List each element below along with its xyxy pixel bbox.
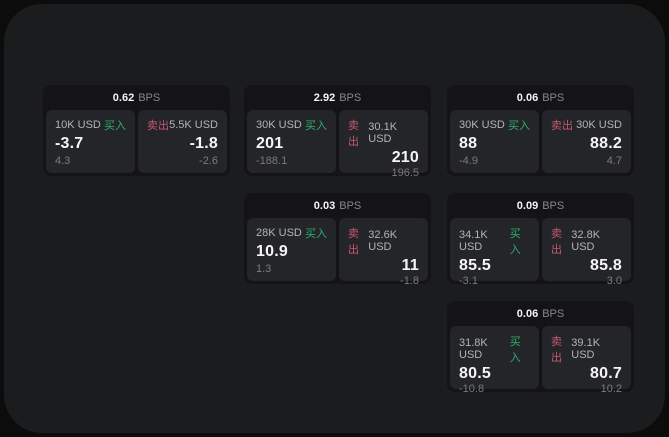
bps-unit-label: BPS [138, 91, 161, 104]
bps-value: 0.06 [516, 91, 539, 104]
sell-label: 卖出 [551, 120, 573, 132]
buy-price: -3.7 [55, 135, 84, 152]
bps-header: 0.03 BPS [244, 193, 431, 218]
sell-delta: -2.6 [199, 155, 218, 167]
buy-quote-button[interactable]: 30K USD 买入 88 -4.9 [450, 110, 539, 173]
bps-header: 2.92 BPS [244, 85, 431, 110]
quote-card-2: 0.06 BPS 30K USD 买入 88 -4.9 卖出 30K USD 8… [447, 85, 634, 176]
buy-price: 201 [256, 135, 284, 152]
buy-price: 10.9 [256, 243, 288, 260]
quote-card-4: 0.09 BPS 34.1K USD 买入 85.5 -3.1 卖出 32.8K… [447, 193, 634, 284]
bps-unit-label: BPS [542, 199, 565, 212]
sell-delta: 3.0 [606, 275, 622, 284]
sell-price: 85.8 [590, 257, 622, 274]
sell-size: 32.6K USD [368, 229, 398, 253]
buy-label: 买入 [508, 120, 530, 132]
sell-price: -1.8 [189, 135, 218, 152]
sell-delta: -1.8 [400, 275, 419, 284]
buy-quote-button[interactable]: 30K USD 买入 201 -188.1 [247, 110, 336, 173]
bps-value: 0.62 [112, 91, 135, 104]
sell-size: 39.1K USD [571, 337, 601, 361]
buy-size: 10K USD [55, 119, 101, 131]
buy-delta: -10.8 [459, 383, 485, 392]
buy-size: 31.8K USD [459, 337, 488, 361]
sell-price: 11 [401, 257, 419, 274]
bps-unit-label: BPS [542, 91, 565, 104]
sell-quote-button[interactable]: 卖出 30.1K USD 210 196.5 [339, 110, 428, 176]
bps-unit-label: BPS [339, 199, 362, 212]
buy-label: 买入 [104, 120, 126, 132]
quote-card-0: 0.62 BPS 10K USD 买入 -3.7 4.3 卖出 5.5K USD… [43, 85, 230, 176]
sell-size: 32.8K USD [571, 229, 601, 253]
buy-delta: 1.3 [256, 263, 272, 275]
buy-delta: 4.3 [55, 155, 71, 167]
sell-quote-button[interactable]: 卖出 32.6K USD 11 -1.8 [339, 218, 428, 284]
buy-quote-button[interactable]: 31.8K USD 买入 80.5 -10.8 [450, 326, 539, 392]
quote-card-1: 2.92 BPS 30K USD 买入 201 -188.1 卖出 30.1K … [244, 85, 431, 176]
bps-header: 0.06 BPS [447, 85, 634, 110]
quote-card-5: 0.06 BPS 31.8K USD 买入 80.5 -10.8 卖出 39.1… [447, 301, 634, 392]
buy-quote-button[interactable]: 34.1K USD 买入 85.5 -3.1 [450, 218, 539, 284]
bps-value: 0.09 [516, 199, 539, 212]
buy-size: 30K USD [256, 119, 302, 131]
sell-label: 卖出 [551, 336, 562, 364]
sell-price: 88.2 [590, 135, 622, 152]
sell-price: 210 [391, 149, 419, 166]
bps-header: 0.06 BPS [447, 301, 634, 326]
app-surface: 0.62 BPS 10K USD 买入 -3.7 4.3 卖出 5.5K USD… [4, 4, 665, 433]
bps-header: 0.09 BPS [447, 193, 634, 218]
bps-value: 2.92 [313, 91, 336, 104]
bps-unit-label: BPS [339, 91, 362, 104]
buy-label: 买入 [509, 228, 521, 256]
buy-price: 85.5 [459, 257, 491, 274]
sell-delta: 196.5 [391, 167, 419, 176]
buy-size: 30K USD [459, 119, 505, 131]
bps-value: 0.03 [313, 199, 336, 212]
sell-quote-button[interactable]: 卖出 32.8K USD 85.8 3.0 [542, 218, 631, 284]
sell-size: 30K USD [576, 119, 622, 131]
sell-delta: 10.2 [600, 383, 622, 392]
buy-price: 80.5 [459, 365, 491, 382]
sell-delta: 4.7 [606, 155, 622, 167]
bps-unit-label: BPS [542, 307, 565, 320]
sell-quote-button[interactable]: 卖出 30K USD 88.2 4.7 [542, 110, 631, 173]
sell-quote-button[interactable]: 卖出 5.5K USD -1.8 -2.6 [138, 110, 227, 173]
buy-quote-button[interactable]: 28K USD 买入 10.9 1.3 [247, 218, 336, 281]
buy-delta: -4.9 [459, 155, 478, 167]
buy-label: 买入 [509, 336, 521, 364]
sell-label: 卖出 [348, 120, 359, 148]
sell-label: 卖出 [147, 120, 169, 132]
bps-value: 0.06 [516, 307, 539, 320]
quote-card-3: 0.03 BPS 28K USD 买入 10.9 1.3 卖出 32.6K US… [244, 193, 431, 284]
sell-label: 卖出 [551, 228, 562, 256]
buy-delta: -188.1 [256, 155, 288, 167]
buy-size: 28K USD [256, 227, 302, 239]
buy-price: 88 [459, 135, 478, 152]
buy-label: 买入 [305, 228, 327, 240]
sell-size: 5.5K USD [169, 119, 218, 131]
sell-label: 卖出 [348, 228, 359, 256]
buy-delta: -3.1 [459, 275, 478, 284]
sell-size: 30.1K USD [368, 121, 398, 145]
sell-quote-button[interactable]: 卖出 39.1K USD 80.7 10.2 [542, 326, 631, 392]
buy-size: 34.1K USD [459, 229, 488, 253]
buy-quote-button[interactable]: 10K USD 买入 -3.7 4.3 [46, 110, 135, 173]
sell-price: 80.7 [590, 365, 622, 382]
buy-label: 买入 [305, 120, 327, 132]
bps-header: 0.62 BPS [43, 85, 230, 110]
